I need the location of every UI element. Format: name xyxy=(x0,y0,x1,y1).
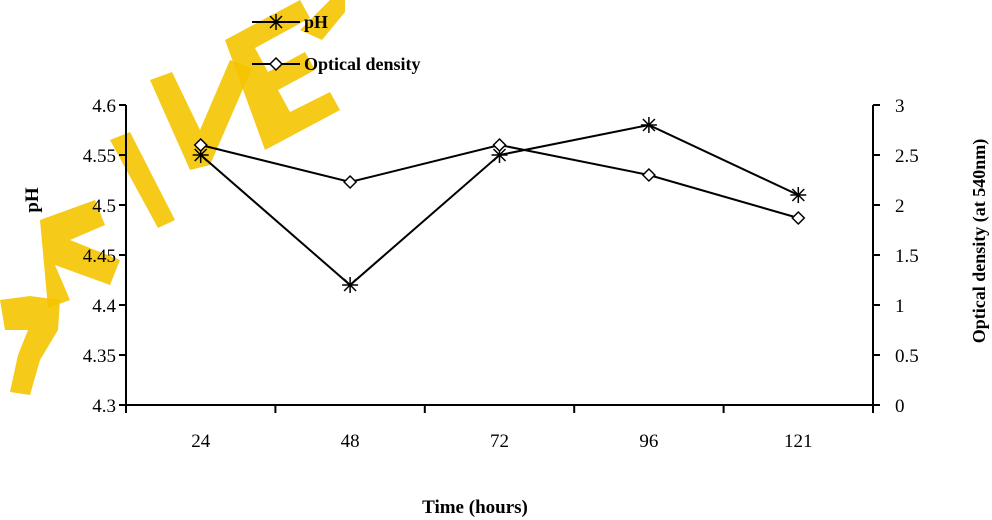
x-tick-label: 48 xyxy=(341,431,360,452)
y-tick-label: 4.55 xyxy=(83,146,116,167)
data-point-ph xyxy=(491,147,508,163)
data-point-optical-density xyxy=(641,167,656,183)
y-tick-label: 4.45 xyxy=(83,246,116,267)
y-tick-label: 4.5 xyxy=(92,196,116,217)
legend-diamond-marker xyxy=(268,56,284,72)
legend-asterisk-marker xyxy=(268,14,284,30)
legend-label-optical-density: Optical density xyxy=(304,54,421,74)
y2-tick-label: 2 xyxy=(895,196,905,217)
series-layer xyxy=(192,117,807,293)
legend-item-optical-density: Optical density xyxy=(252,54,421,74)
y2-tick-label: 0.5 xyxy=(895,346,919,367)
y2-tick-label: 1.5 xyxy=(895,246,919,267)
x-tick-label: 121 xyxy=(784,431,813,452)
x-tick-label: 96 xyxy=(639,431,658,452)
watermark xyxy=(0,0,345,395)
data-point-ph xyxy=(790,187,807,203)
y2-tick-label: 1 xyxy=(895,296,905,317)
y-tick-label: 4.35 xyxy=(83,346,116,367)
data-point-optical-density xyxy=(791,210,806,226)
y-tick-label: 4.6 xyxy=(92,96,116,117)
legend: pH Optical density xyxy=(252,12,421,74)
data-point-optical-density xyxy=(343,174,358,190)
data-point-optical-density xyxy=(492,137,507,153)
data-point-ph xyxy=(192,147,209,163)
data-point-ph xyxy=(640,117,657,133)
ticks: 4.3 4.35 4.4 4.45 4.5 4.55 4.6 0 0.5 1 1.5 2 2.5 3 24 4… xyxy=(83,96,919,452)
y-tick-label: 4.4 xyxy=(92,296,116,317)
x-tick-label: 24 xyxy=(191,431,211,452)
legend-label-ph: pH xyxy=(304,12,328,32)
y2-tick-label: 0 xyxy=(895,396,905,417)
legend-item-ph: pH xyxy=(252,12,328,32)
y2-axis-title: Optical density (at 540nm) xyxy=(969,139,990,344)
y2-tick-label: 3 xyxy=(895,96,905,117)
data-point-optical-density xyxy=(193,137,208,153)
x-axis-title: Time (hours) xyxy=(422,497,528,518)
data-point-ph xyxy=(342,277,359,293)
y2-tick-label: 2.5 xyxy=(895,146,919,167)
y-axis-title: pH xyxy=(22,187,43,213)
y-tick-label: 4.3 xyxy=(92,396,116,417)
x-tick-label: 72 xyxy=(490,431,509,452)
